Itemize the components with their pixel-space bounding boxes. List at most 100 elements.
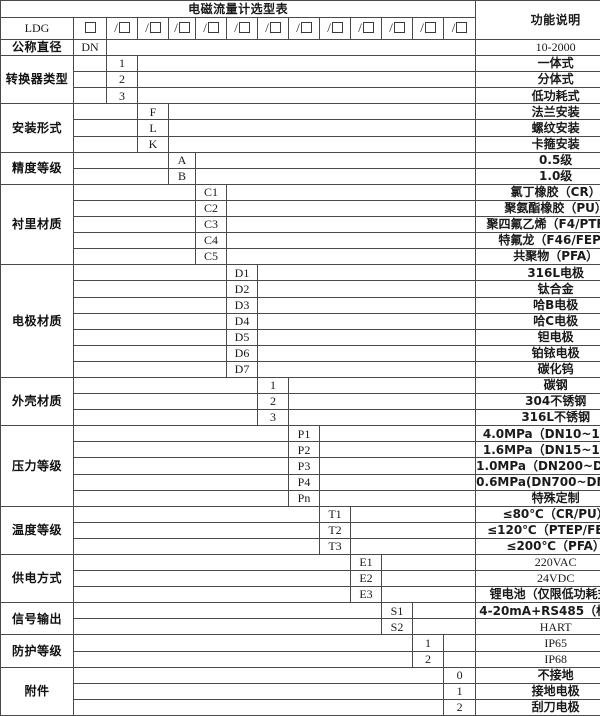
option-description: 10-2000 [475,38,600,57]
option-code[interactable]: C3 [195,216,227,234]
option-code[interactable]: 1 [257,376,289,395]
option-code[interactable]: P4 [288,473,320,491]
table-row: 精度等级 A 0.5级 [0,151,600,185]
option-code[interactable]: F [137,103,169,121]
description-column-header: 功能说明 [475,0,600,40]
option-code[interactable]: A [168,151,196,169]
code-box-icon [456,21,468,33]
option-code[interactable]: C1 [195,183,227,201]
slash-separator: / [203,19,207,35]
option-code[interactable]: D7 [226,360,258,378]
option-description: 特氟龙（F46/FEP） [475,232,600,250]
option-code[interactable]: 0 [442,666,477,684]
code-slot-9[interactable]: / [350,17,382,40]
option-code[interactable]: D6 [226,344,258,362]
code-slot-3[interactable]: / [168,17,196,40]
spacer-cell [73,473,289,491]
code-slot-1[interactable]: / [106,17,138,40]
option-code[interactable]: 1 [442,682,477,700]
code-slot-7[interactable]: / [288,17,320,40]
spacer-cell [136,87,477,105]
option-code[interactable]: DN [73,38,107,57]
option-description: 分体式 [475,71,600,89]
code-box-icon [118,21,130,33]
option-code[interactable]: P1 [288,425,320,443]
code-slot-5[interactable]: / [226,17,258,40]
option-description: IP65 [475,634,600,652]
table-row: D5 钽电极 [1,328,600,346]
slash-separator: / [327,19,331,35]
category-label: 信号输出 [0,602,74,636]
option-code[interactable]: T2 [319,521,351,539]
spacer-cell [73,216,196,234]
model-prefix-label: LDG [0,17,74,40]
option-code[interactable]: S2 [381,618,413,636]
spacer-cell [256,360,477,378]
option-description: 1.6MPa（DN15~150） [475,441,600,459]
option-code[interactable]: 2 [412,650,444,668]
option-code[interactable]: E3 [350,586,382,604]
code-slot-10[interactable]: / [381,17,413,40]
option-code[interactable]: C4 [195,232,227,250]
option-code[interactable]: 1 [106,55,138,73]
option-description: 氯丁橡胶（CR） [475,183,600,201]
code-slot-6[interactable]: / [257,17,289,40]
category-label: 外壳材质 [0,376,74,427]
code-slot-4[interactable]: / [195,17,227,40]
code-slot-2[interactable]: / [137,17,169,40]
code-slot-0[interactable] [73,17,107,40]
table-row: 防护等级 1 IP65 [0,634,600,668]
code-slot-12[interactable]: / [442,17,477,40]
option-code[interactable]: 2 [442,698,477,716]
spacer-cell [194,167,477,185]
code-slot-11[interactable]: / [412,17,444,40]
spacer-cell [442,650,477,668]
option-code[interactable]: E2 [350,570,382,588]
option-code[interactable]: C5 [195,248,227,266]
option-code[interactable]: K [137,135,169,153]
option-code[interactable]: S1 [381,602,413,620]
spacer-cell [73,119,138,137]
option-code[interactable]: 3 [257,409,289,427]
option-code[interactable]: 2 [257,393,289,411]
spacer-cell [411,618,477,636]
option-code[interactable]: P2 [288,441,320,459]
option-code[interactable]: D3 [226,296,258,314]
option-description: 钛合金 [475,280,600,298]
spacer-cell [225,232,477,250]
spacer-cell [73,232,196,250]
code-box-icon [393,21,405,33]
option-description: 0.5级 [475,151,600,169]
option-code[interactable]: 1 [412,634,444,652]
code-box-icon [331,21,343,33]
option-code[interactable]: C2 [195,199,227,218]
spacer-cell [73,328,227,346]
category-label: 附件 [0,666,74,716]
table-row: D7 碳化钨 [1,360,600,378]
option-code[interactable]: D2 [226,280,258,298]
option-code[interactable]: D5 [226,328,258,346]
option-code[interactable]: D1 [226,264,258,282]
slash-separator: / [174,19,178,35]
spacer-cell [73,666,444,684]
code-slot-8[interactable]: / [319,17,351,40]
table-row: D2 钛合金 [1,280,600,298]
option-code[interactable]: E1 [350,553,382,572]
option-code[interactable]: Pn [288,489,320,507]
option-code[interactable]: 2 [106,71,138,89]
title-row: 电磁流量计选型表 功能说明 [0,0,600,40]
spacer-cell [73,151,169,169]
spacer-cell [225,216,477,234]
option-code[interactable]: P3 [288,457,320,475]
option-code[interactable]: T3 [319,537,351,556]
option-code[interactable]: B [168,167,196,185]
spacer-cell [73,87,107,105]
table-row: 3 316L不锈钢 [1,409,600,427]
table-row: 2 304不锈钢 [1,393,600,411]
option-code[interactable]: T1 [319,505,351,523]
option-code[interactable]: D4 [226,312,258,330]
spacer-cell [167,103,477,121]
option-code[interactable]: 3 [106,87,138,105]
option-code[interactable]: L [137,119,169,137]
spacer-cell [73,441,289,459]
